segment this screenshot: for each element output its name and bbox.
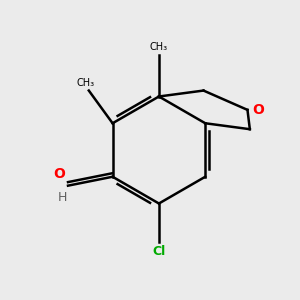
Text: H: H: [57, 191, 67, 204]
Text: CH₃: CH₃: [150, 42, 168, 52]
Text: Cl: Cl: [152, 245, 166, 258]
Text: O: O: [252, 103, 264, 117]
Text: CH₃: CH₃: [77, 78, 95, 88]
Text: O: O: [53, 167, 65, 181]
